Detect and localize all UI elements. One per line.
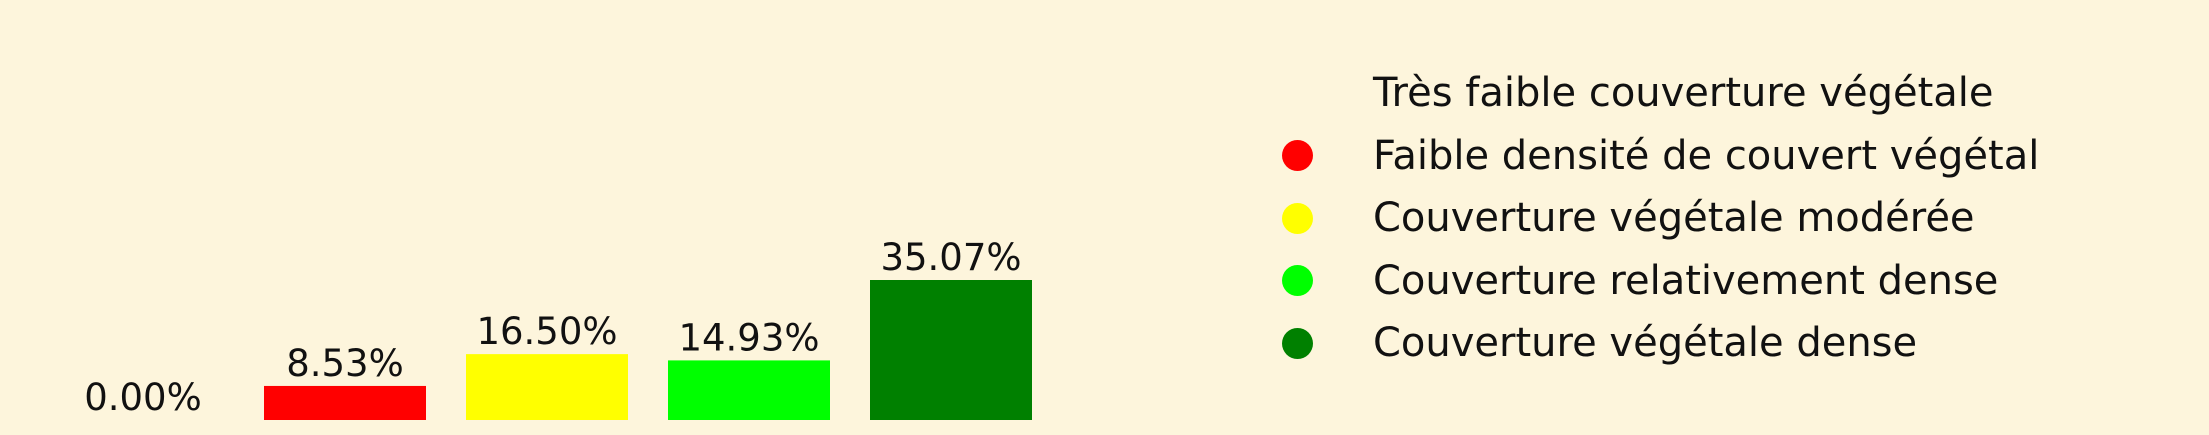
legend-marker-3 [1282,202,1313,234]
bar-2 [264,385,426,420]
legend-item-3: Couverture végétale modérée [1280,187,2039,250]
legend-marker-2 [1282,140,1313,172]
bar-value-label-2: 8.53% [286,342,404,385]
legend-marker-5 [1282,327,1313,359]
bar-value-label-5: 35.07% [880,236,1021,279]
bar-value-label-1: 0.00% [84,376,202,419]
bar-value-labels: 0.00% 8.53% 16.50% 14.93% 35.07% [84,236,1021,419]
bar-3 [466,354,628,420]
bar-value-label-4: 14.93% [678,316,819,359]
legend-item-1: Très faible couverture végétale [1280,62,2039,125]
legend-marker-4 [1282,265,1313,297]
legend-item-5: Couverture végétale dense [1280,312,2039,375]
bar-4 [668,360,830,420]
legend-label-4: Couverture relativement dense [1373,257,1999,304]
bar-value-label-3: 16.50% [476,310,617,353]
legend-marker-1 [1282,77,1313,109]
legend-item-4: Couverture relativement dense [1280,250,2039,313]
bars [264,280,1032,420]
bar-5 [870,280,1032,420]
legend-label-5: Couverture végétale dense [1373,320,1918,367]
legend-item-2: Faible densité de couvert végétal [1280,125,2039,188]
legend-label-1: Très faible couverture végétale [1373,70,1994,117]
legend: Très faible couverture végétale Faible de… [1280,62,2039,375]
legend-label-2: Faible densité de couvert végétal [1373,132,2040,179]
legend-label-3: Couverture végétale modérée [1373,195,1975,242]
